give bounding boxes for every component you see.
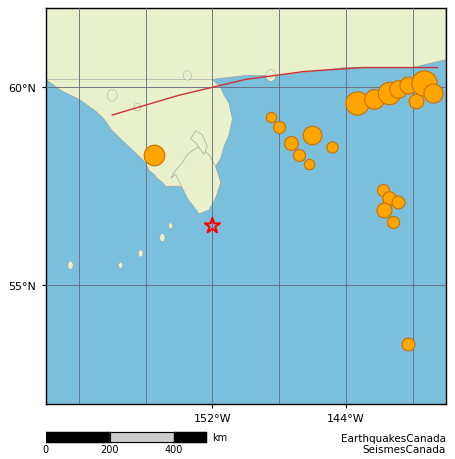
Text: 200: 200 [100,444,119,454]
Point [354,100,361,107]
Point [150,151,157,159]
Text: EarthquakesCanada
SeismesCanada: EarthquakesCanada SeismesCanada [341,433,446,454]
Point [380,207,388,214]
Point [379,187,386,195]
Point [329,144,336,151]
Point [420,80,428,88]
Polygon shape [134,104,141,112]
Point [267,114,274,121]
Polygon shape [266,71,276,82]
Point [429,90,436,98]
Polygon shape [183,72,192,81]
Text: 400: 400 [164,444,183,454]
Point [385,195,393,202]
Point [305,162,313,169]
Point [295,151,303,159]
Point [275,124,283,131]
Polygon shape [138,250,143,257]
Point [394,86,401,94]
Point [370,96,378,104]
Polygon shape [68,262,73,270]
Point [412,98,420,106]
Text: 0: 0 [42,444,49,454]
Polygon shape [160,234,165,242]
Point [389,218,396,226]
Point [404,83,411,90]
Polygon shape [46,9,233,191]
Text: km: km [212,432,227,442]
Polygon shape [46,9,446,80]
Polygon shape [171,147,221,214]
Polygon shape [119,263,122,269]
Point [309,132,316,139]
Point [394,199,401,206]
Point [385,90,393,98]
Polygon shape [107,90,117,102]
Point [209,223,216,230]
Polygon shape [191,132,207,155]
Point [404,341,411,348]
Point [287,140,294,147]
Polygon shape [169,224,172,229]
